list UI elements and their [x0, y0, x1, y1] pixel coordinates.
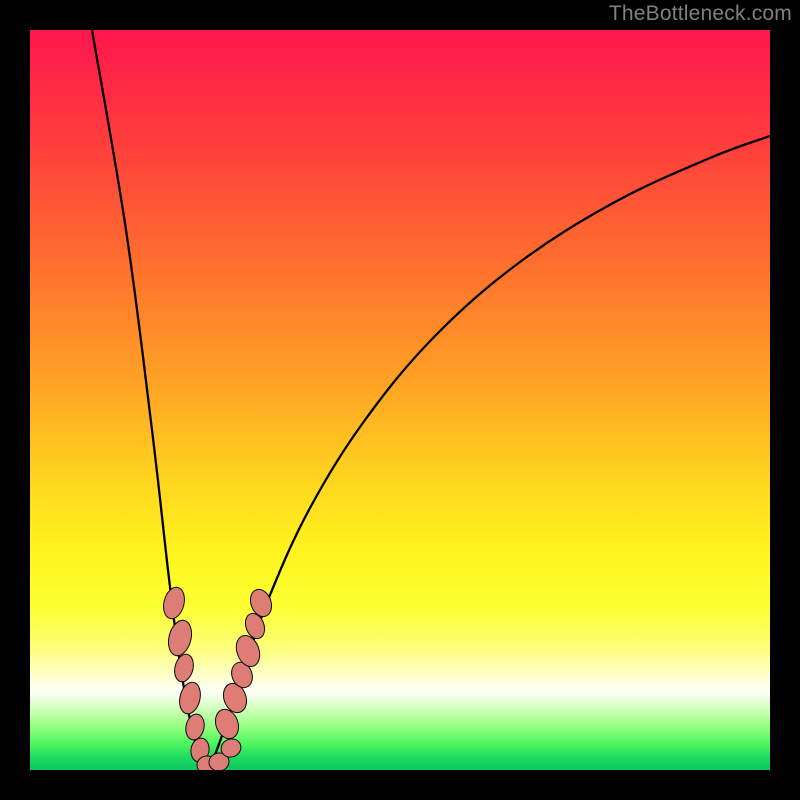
chart-svg	[0, 0, 800, 800]
figure-root: TheBottleneck.com	[0, 0, 800, 800]
watermark-text: TheBottleneck.com	[609, 2, 792, 26]
plot-background-gradient	[30, 30, 770, 770]
